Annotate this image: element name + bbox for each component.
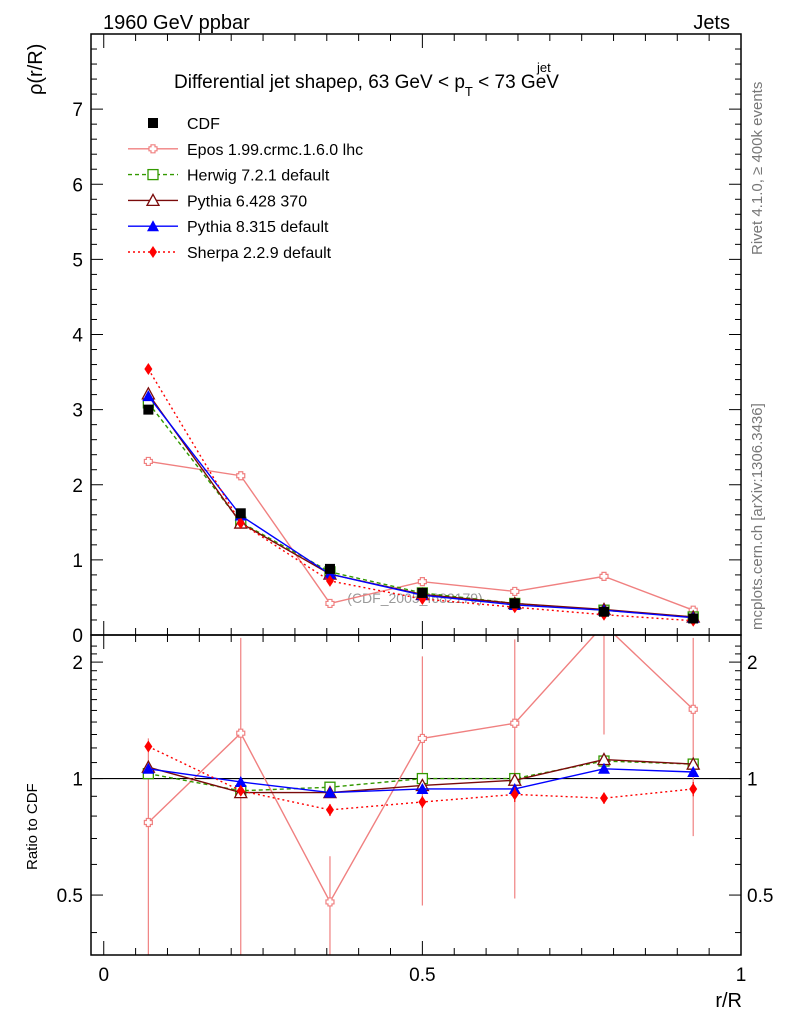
legend-label: Pythia 6.428 370: [187, 193, 307, 210]
main-series-point: [236, 517, 245, 530]
legend-label: Pythia 8.315 default: [187, 219, 329, 236]
ratio-series-point: [143, 817, 153, 828]
ratio-series-point: [234, 775, 247, 787]
y-tick-label: 1: [72, 551, 83, 572]
title-sub: T: [465, 84, 473, 99]
legend-marker: [145, 193, 161, 207]
ratio-series-point: [599, 792, 608, 805]
ratio-series-point: [418, 795, 427, 808]
ratio-y-tick-label: 1: [72, 770, 83, 791]
axes: 0 1 2 3 4 5 6 7 0.5 0.5 1 1 2 2 0 0.5 1: [57, 33, 773, 986]
cdf-data-point: [235, 508, 246, 519]
x-tick-label: 0: [98, 965, 109, 986]
ratio-series-point: [236, 728, 246, 738]
x-tick-label: 1: [736, 965, 747, 986]
ratio-y-tick-label-right: 1: [747, 770, 758, 791]
main-series-point: [510, 586, 520, 597]
legend-marker: [149, 246, 157, 258]
ratio-series-point: [688, 704, 698, 714]
main-series-point: [143, 456, 153, 467]
title-suffix: < 73 GeV: [473, 72, 559, 93]
ratio-y-tick-label: 2: [72, 653, 83, 674]
cdf-data-point: [598, 606, 609, 617]
legend-entry: Pythia 6.428 370: [128, 193, 307, 210]
chart-title: Differential jet shapeρ, 63 GeV < pT < 7…: [174, 72, 559, 99]
ratio-series-line: [147, 635, 694, 904]
main-series-point: [144, 363, 153, 376]
ratio-series-point: [142, 762, 155, 774]
main-series-point: [325, 598, 335, 609]
ratio-panel: [91, 621, 741, 955]
ratio-series-point: [236, 784, 245, 797]
ratio-y-tick-label-right: 0.5: [747, 886, 773, 907]
ratio-frame: [90, 634, 742, 956]
y-tick-label: 4: [72, 326, 83, 347]
y-axis-label-main: ρ(r/R): [25, 44, 47, 95]
y-tick-label: 5: [72, 250, 83, 271]
title-prefix: Differential jet shapeρ, 63 GeV < p: [174, 72, 465, 93]
legend: CDF Epos 1.99.crmc.1.6.0 lhc Herwig 7.2.1 …: [128, 116, 363, 262]
x-axis-label: r/R: [715, 990, 742, 1012]
ratio-series-point: [325, 897, 335, 907]
cdf-data-point: [324, 563, 335, 574]
cdf-data-point: [509, 598, 520, 609]
main-panel: [141, 363, 701, 627]
legend-marker: [147, 220, 159, 232]
ratio-series-point: [687, 765, 700, 777]
ratio-series-point: [417, 733, 427, 744]
legend-entry: Herwig 7.2.1 default: [128, 168, 330, 185]
y-axis-label-ratio: Ratio to CDF: [24, 783, 41, 870]
y-tick-label: 7: [72, 100, 83, 121]
main-series-point: [236, 471, 246, 481]
legend-marker: [148, 144, 158, 154]
legend-entry: Pythia 8.315 default: [128, 219, 329, 236]
legend-label: Sherpa 2.2.9 default: [187, 245, 332, 262]
ratio-y-tick-label-right: 2: [747, 653, 758, 674]
mcplots-label: mcplots.cern.ch [arXiv:1306.3436]: [749, 403, 766, 630]
x-tick-label: 0.5: [409, 965, 435, 986]
ratio-series-point: [416, 782, 429, 794]
y-tick-label: 0: [72, 626, 83, 647]
cdf-data-point: [688, 613, 699, 624]
energy-label: 1960 GeV ppbar: [103, 12, 250, 34]
ratio-series-point: [600, 621, 608, 629]
legend-marker: [148, 118, 158, 128]
y-tick-label: 2: [72, 476, 83, 497]
legend-entry: Epos 1.99.crmc.1.6.0 lhc: [128, 142, 363, 159]
legend-marker: [147, 168, 159, 181]
legend-label: CDF: [187, 116, 220, 133]
legend-label: Epos 1.99.crmc.1.6.0 lhc: [187, 142, 363, 159]
process-label: Jets: [693, 12, 730, 34]
legend-label: Herwig 7.2.1 default: [187, 168, 330, 185]
legend-entry: Sherpa 2.2.9 default: [128, 245, 332, 262]
legend-entry: CDF: [148, 116, 220, 133]
ratio-series-point: [597, 762, 610, 774]
ratio-series-point: [689, 782, 698, 795]
ratio-series-point: [510, 788, 519, 801]
ratio-series-point: [323, 786, 336, 798]
cdf-data-point: [417, 587, 428, 598]
title-sup: jet: [536, 60, 551, 75]
main-series-point: [142, 390, 155, 402]
ratio-series-point: [510, 718, 520, 728]
ratio-y-tick-label: 0.5: [57, 886, 83, 907]
main-series-point: [599, 571, 609, 582]
ratio-series-point: [144, 740, 153, 753]
y-tick-label: 3: [72, 401, 83, 422]
y-tick-label: 6: [72, 175, 83, 196]
ratio-series-point: [325, 803, 334, 816]
rivet-version-label: Rivet 4.1.0, ≥ 400k events: [749, 82, 766, 255]
cdf-data-point: [143, 404, 154, 415]
main-series-point: [417, 577, 427, 587]
main-series-point: [325, 574, 334, 587]
